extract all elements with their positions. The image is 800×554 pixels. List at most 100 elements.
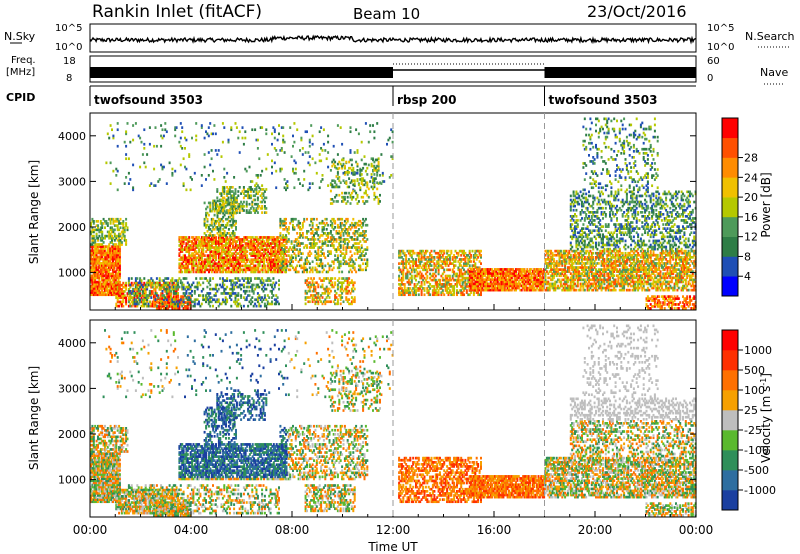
heatmap-cell	[350, 254, 353, 257]
heatmap-cell	[109, 222, 112, 225]
heatmap-cell	[90, 270, 92, 274]
heatmap-cell	[360, 258, 363, 262]
freq-bar-1	[90, 67, 393, 78]
heatmap-cell	[229, 260, 232, 264]
heatmap-cell	[162, 301, 165, 304]
heatmap-cell	[415, 258, 417, 261]
heatmap-cell	[110, 255, 113, 259]
heatmap-cell	[325, 217, 328, 221]
heatmap-cell	[101, 257, 103, 261]
heatmap-cell	[116, 224, 119, 227]
heatmap-cell	[322, 268, 325, 272]
heatmap-cell	[417, 280, 420, 284]
heatmap-cell	[113, 293, 116, 297]
heatmap-cell	[184, 301, 186, 304]
heatmap-cell	[102, 293, 105, 297]
heatmap-cell	[99, 220, 102, 223]
heatmap-cell	[362, 268, 365, 272]
heatmap-cell	[154, 290, 157, 293]
heatmap-cell	[355, 270, 358, 274]
heatmap-cell	[210, 266, 213, 270]
heatmap-cell	[111, 241, 113, 244]
heatmap-cell	[301, 232, 304, 235]
heatmap-cell	[105, 245, 108, 248]
heatmap-cell	[272, 277, 275, 280]
heatmap-cell	[196, 246, 199, 249]
heatmap-cell	[279, 232, 282, 235]
heatmap-cell	[107, 268, 110, 271]
heatmap-cell	[199, 238, 202, 241]
heatmap-cell	[94, 274, 97, 278]
heatmap-cell	[230, 262, 233, 266]
heatmap-cell	[285, 234, 287, 237]
heatmap-cell	[198, 258, 201, 262]
heatmap-cell	[321, 248, 324, 251]
heatmap-cell	[106, 278, 109, 282]
heatmap-cell	[229, 236, 232, 239]
heatmap-cell	[114, 255, 117, 259]
heatmap-cell	[109, 251, 112, 255]
heatmap-cell	[150, 302, 153, 306]
heatmap-cell	[112, 259, 114, 263]
heatmap-cell	[212, 236, 215, 239]
heatmap-cell	[136, 277, 139, 280]
freq-unit-label: [MHz]	[6, 67, 35, 78]
heatmap-cell	[220, 270, 223, 274]
heatmap-cell	[109, 262, 112, 265]
heatmap-cell	[448, 274, 451, 278]
heatmap-cell	[106, 270, 109, 274]
heatmap-cell	[101, 226, 104, 230]
heatmap-cell	[339, 244, 342, 247]
heatmap-cell	[229, 242, 232, 245]
heatmap-cell	[94, 276, 97, 280]
heatmap-cell	[230, 298, 233, 302]
heatmap-cell	[94, 293, 97, 297]
heatmap-cell	[118, 259, 121, 263]
heatmap-cell	[118, 232, 121, 236]
heatmap-cell	[122, 294, 125, 297]
heatmap-cell	[179, 303, 182, 306]
heatmap-cell	[227, 246, 230, 249]
heatmap-cell	[352, 217, 355, 221]
heatmap-cell	[115, 292, 118, 295]
noise-traces	[89, 34, 697, 45]
heatmap-cell	[200, 262, 203, 266]
heatmap-cell	[117, 274, 120, 278]
heatmap-cell	[230, 236, 233, 239]
heatmap-cell	[198, 236, 201, 239]
heatmap-cell	[216, 270, 219, 274]
heatmap-cell	[324, 264, 327, 268]
heatmap-cell	[182, 248, 185, 251]
heatmap-cell	[107, 278, 110, 282]
heatmap-cell	[199, 254, 202, 257]
heatmap-cell	[223, 262, 226, 266]
heatmap-cell	[195, 242, 198, 245]
heatmap-cell	[219, 264, 222, 268]
heatmap-cell	[102, 282, 105, 286]
heatmap-cell	[129, 283, 132, 287]
heatmap-cell	[219, 270, 222, 274]
heatmap-cell	[168, 281, 171, 285]
heatmap-cell	[213, 234, 216, 237]
heatmap-cell	[90, 251, 92, 255]
heatmap-cell	[287, 238, 290, 241]
heatmap-cell	[213, 266, 216, 270]
heatmap-cell	[188, 270, 191, 274]
noise-panel	[89, 23, 697, 53]
heatmap-cell	[112, 262, 114, 265]
heatmap-cell	[217, 256, 220, 260]
heatmap-cell	[92, 289, 95, 292]
heatmap-cell	[119, 222, 122, 225]
heatmap-cell	[245, 200, 248, 204]
heatmap-cell	[114, 251, 117, 255]
heatmap-cell	[217, 264, 220, 268]
heatmap-cell	[117, 245, 120, 248]
heatmap-cell	[98, 264, 101, 267]
heatmap-cell	[160, 283, 163, 287]
heatmap-cell	[237, 190, 240, 193]
heatmap-cell	[148, 300, 151, 304]
heatmap-cell	[172, 307, 175, 310]
heatmap-cell	[189, 270, 192, 274]
heatmap-cell	[184, 238, 186, 241]
heatmap-cell	[96, 268, 99, 271]
